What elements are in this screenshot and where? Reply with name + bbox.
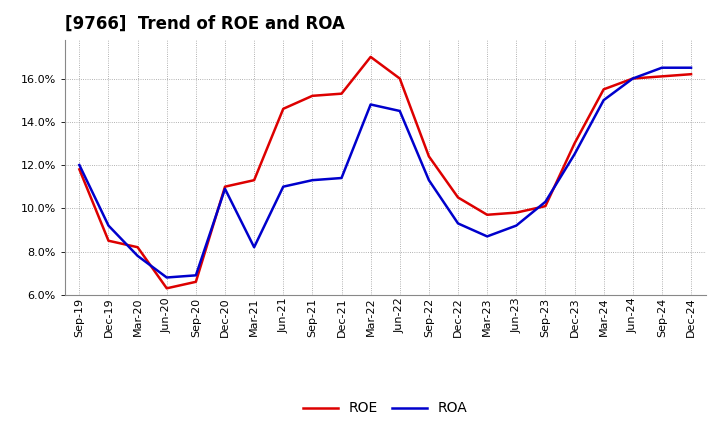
- ROE: [570, 141, 579, 146]
- ROE: [425, 154, 433, 159]
- ROA: [250, 245, 258, 250]
- ROE: [454, 195, 462, 200]
- ROA: [163, 275, 171, 280]
- ROE: [133, 245, 142, 250]
- ROA: [512, 223, 521, 228]
- ROA: [483, 234, 492, 239]
- ROA: [104, 223, 113, 228]
- ROA: [425, 177, 433, 183]
- ROA: [308, 177, 317, 183]
- ROE: [629, 76, 637, 81]
- ROE: [366, 54, 375, 59]
- ROE: [599, 87, 608, 92]
- ROE: [279, 106, 287, 111]
- ROA: [366, 102, 375, 107]
- ROA: [454, 221, 462, 226]
- Legend: ROE, ROA: ROE, ROA: [297, 396, 473, 421]
- ROE: [250, 177, 258, 183]
- ROE: [104, 238, 113, 243]
- ROA: [541, 199, 550, 205]
- ROA: [687, 65, 696, 70]
- Line: ROA: ROA: [79, 68, 691, 278]
- ROE: [483, 212, 492, 217]
- ROE: [687, 72, 696, 77]
- ROE: [163, 286, 171, 291]
- ROA: [337, 176, 346, 181]
- ROE: [192, 279, 200, 285]
- ROA: [75, 162, 84, 168]
- ROA: [133, 253, 142, 259]
- Text: [9766]  Trend of ROE and ROA: [9766] Trend of ROE and ROA: [65, 15, 345, 33]
- ROA: [599, 98, 608, 103]
- ROE: [337, 91, 346, 96]
- ROA: [279, 184, 287, 189]
- ROA: [570, 152, 579, 157]
- Line: ROE: ROE: [79, 57, 691, 288]
- ROA: [629, 76, 637, 81]
- ROA: [192, 273, 200, 278]
- ROE: [220, 184, 229, 189]
- ROA: [657, 65, 666, 70]
- ROE: [512, 210, 521, 215]
- ROE: [395, 76, 404, 81]
- ROE: [308, 93, 317, 99]
- ROE: [75, 167, 84, 172]
- ROE: [657, 74, 666, 79]
- ROA: [220, 186, 229, 191]
- ROE: [541, 203, 550, 209]
- ROA: [395, 108, 404, 114]
